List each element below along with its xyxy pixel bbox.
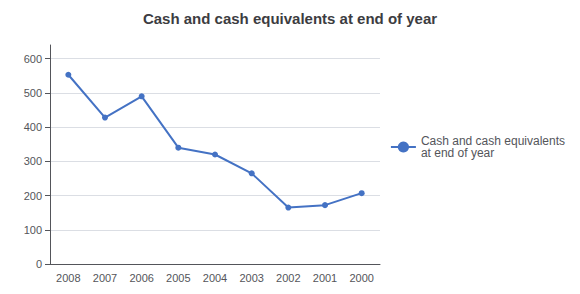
svg-text:2001: 2001 — [313, 272, 337, 284]
svg-text:400: 400 — [24, 121, 42, 133]
svg-text:2002: 2002 — [276, 272, 300, 284]
svg-text:2008: 2008 — [56, 272, 80, 284]
svg-text:200: 200 — [24, 190, 42, 202]
svg-text:Cash and cash equivalents at e: Cash and cash equivalents at end of year — [143, 10, 437, 27]
svg-text:2000: 2000 — [349, 272, 373, 284]
svg-text:2007: 2007 — [93, 272, 117, 284]
svg-text:2003: 2003 — [239, 272, 263, 284]
svg-text:100: 100 — [24, 224, 42, 236]
svg-text:0: 0 — [36, 258, 42, 270]
svg-text:at end of year: at end of year — [421, 146, 494, 160]
svg-text:300: 300 — [24, 155, 42, 167]
svg-text:2006: 2006 — [129, 272, 153, 284]
svg-text:Cash and cash equivalents: Cash and cash equivalents — [420, 134, 565, 148]
svg-text:600: 600 — [24, 53, 42, 65]
svg-text:500: 500 — [24, 87, 42, 99]
svg-text:2004: 2004 — [203, 272, 227, 284]
svg-text:2005: 2005 — [166, 272, 190, 284]
